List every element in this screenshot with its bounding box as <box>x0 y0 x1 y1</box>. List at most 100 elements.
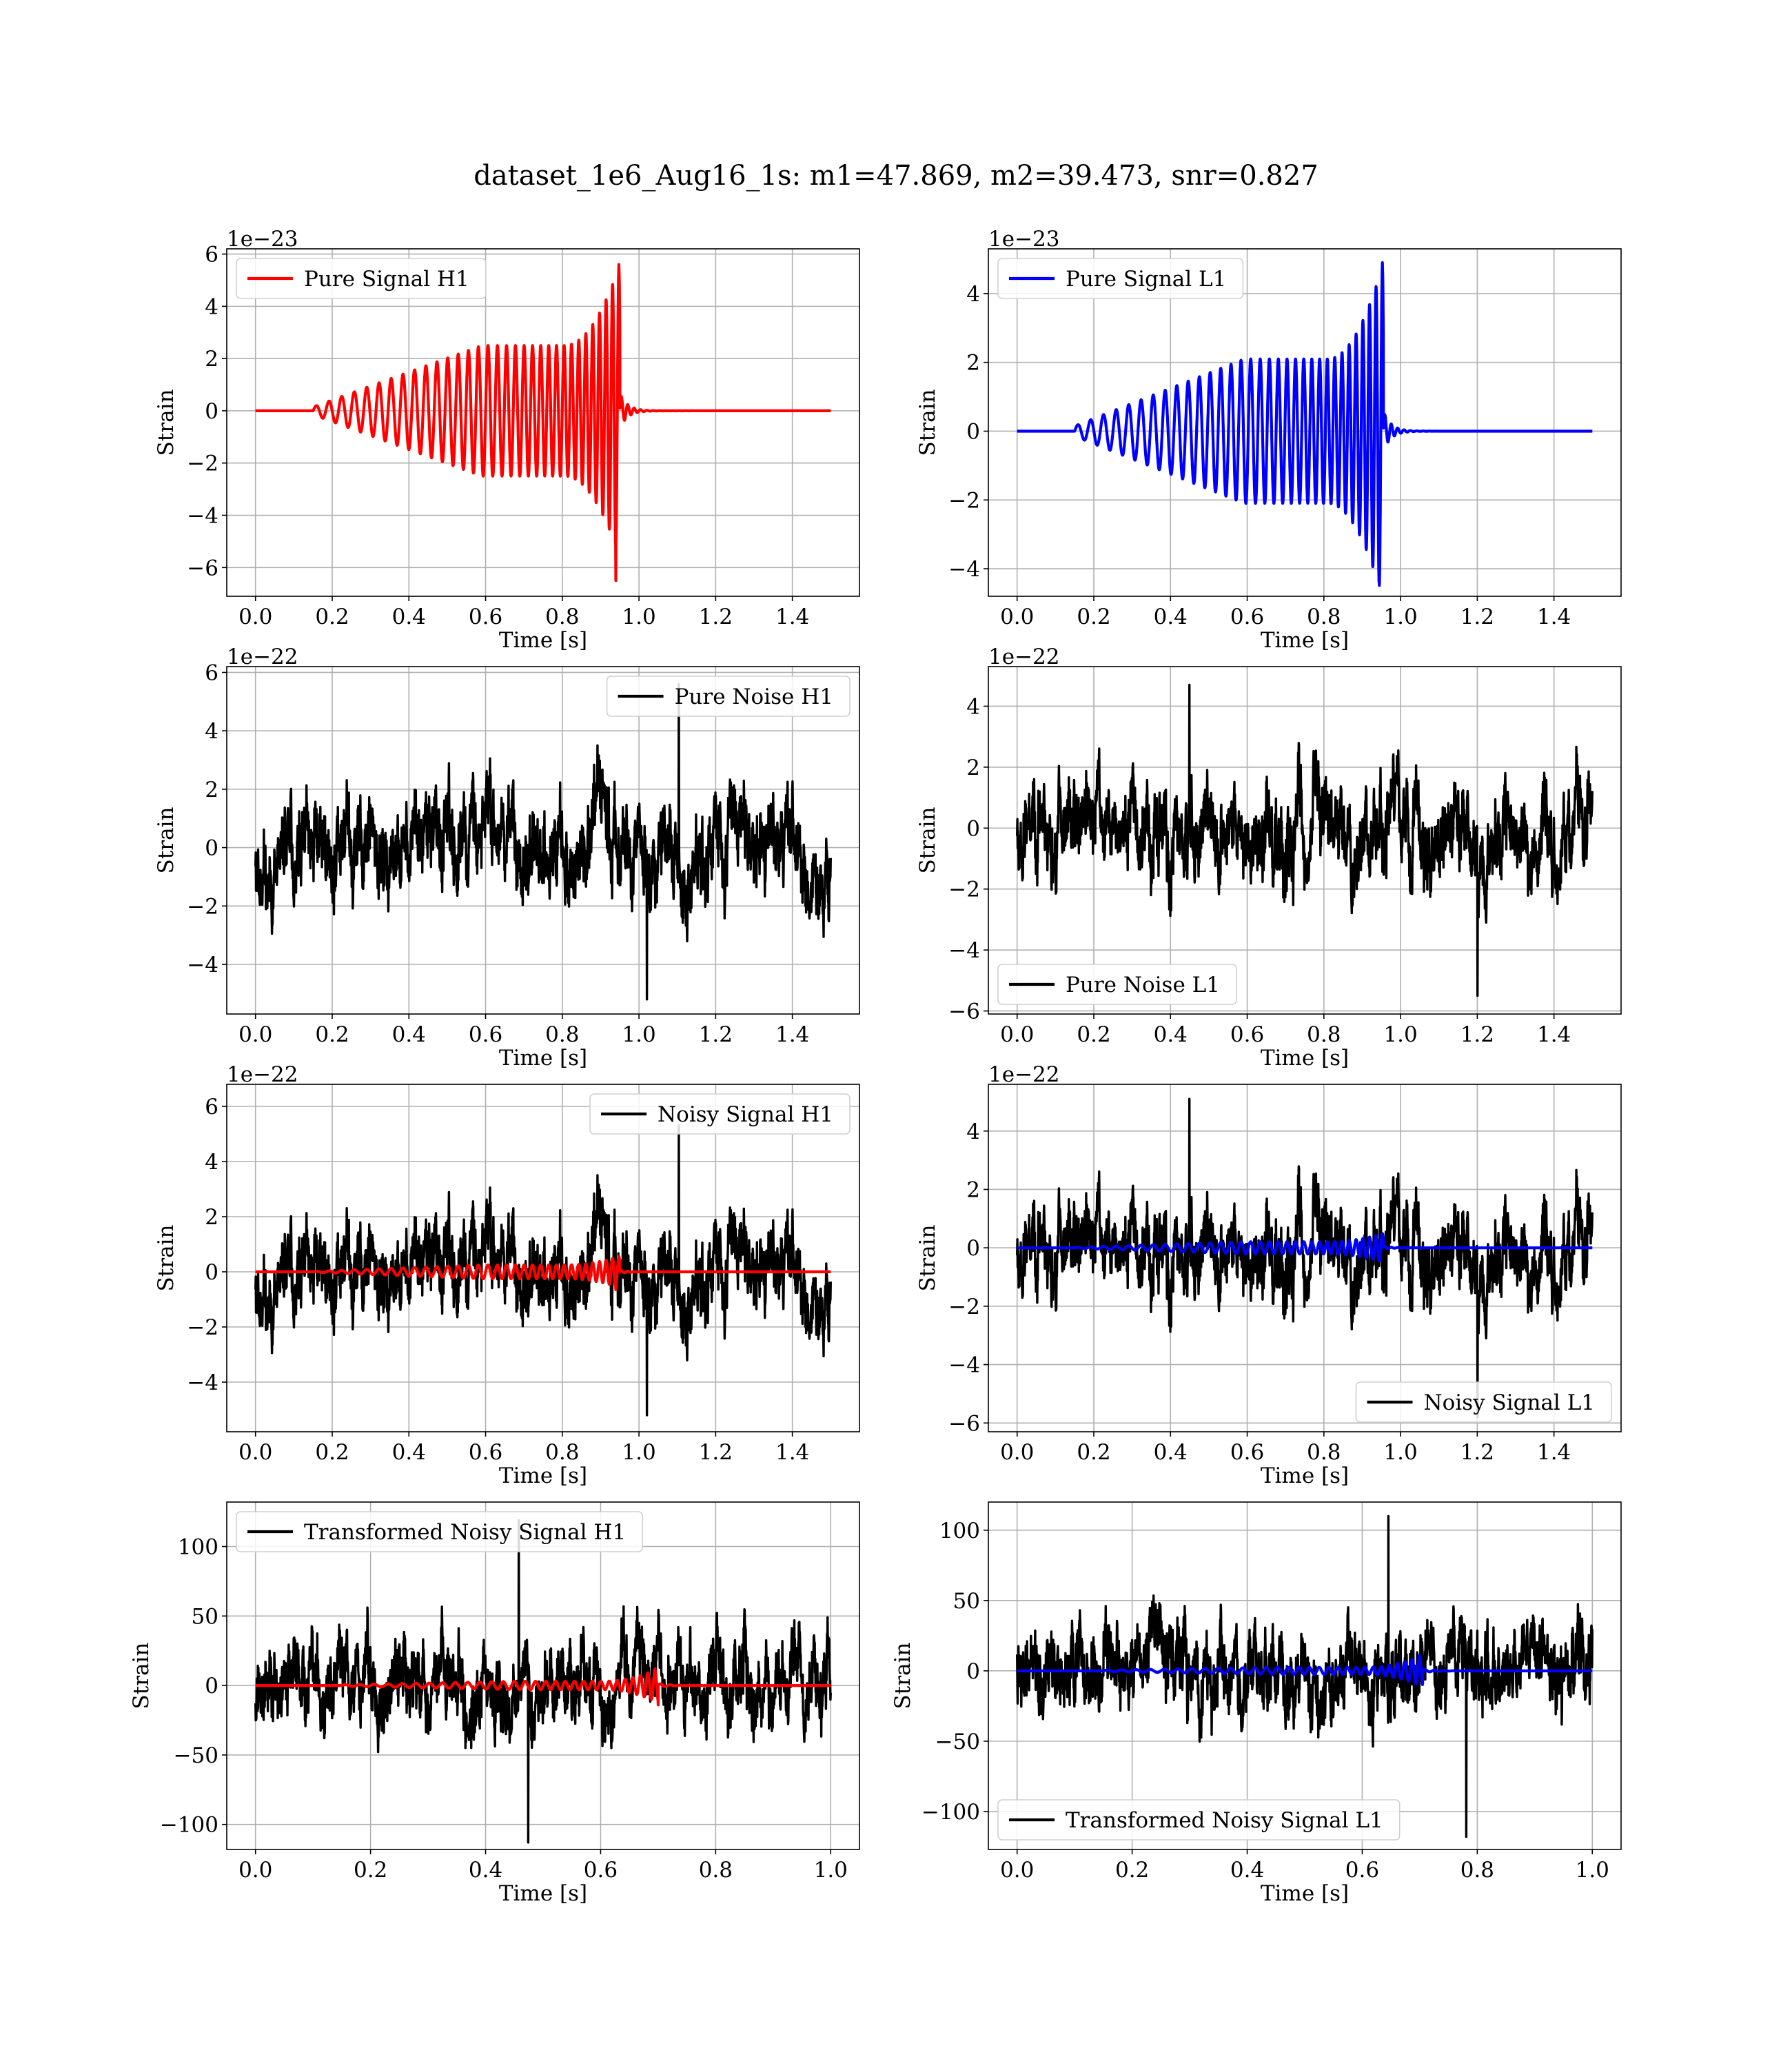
y-tick-label: −2 <box>948 1295 980 1319</box>
x-tick-label: 0.6 <box>469 1022 502 1047</box>
x-tick-label: 0.2 <box>354 1858 387 1883</box>
y-tick-label: −4 <box>187 504 218 529</box>
y-tick-label: −50 <box>174 1743 218 1768</box>
x-tick-label: 0.8 <box>1307 1440 1341 1465</box>
y-tick-label: 0 <box>966 1236 980 1261</box>
x-tick-label: 1.0 <box>1576 1858 1609 1883</box>
x-tick-label: 0.6 <box>1230 1440 1264 1465</box>
y-tick-label: −4 <box>948 938 980 963</box>
axes-frame <box>988 1501 1622 1850</box>
y-axis-label: Strain <box>154 807 179 874</box>
axes-frame <box>226 248 860 597</box>
y-tick-label: −2 <box>187 1315 218 1340</box>
axes-frame <box>988 1084 1622 1432</box>
y-tick-label: 0 <box>205 399 218 424</box>
x-axis-label: Time [s] <box>499 1463 587 1488</box>
y-tick-label: 6 <box>205 243 218 267</box>
x-tick-label: 0.2 <box>315 605 349 629</box>
x-tick-label: 1.4 <box>1537 605 1571 629</box>
legend: Noisy Signal L1 <box>1355 1381 1612 1423</box>
x-tick-label: 1.4 <box>775 605 809 629</box>
panel-h1-pure-signal: 0.0 0.2 0.4 0.6 0.8 1.0 1.2 1.4 −6 −4 −2 0 2 4 6 Time [… <box>154 227 860 653</box>
y-axis-label: Strain <box>915 1225 940 1292</box>
y-tick-label: −2 <box>948 878 980 902</box>
x-tick-label: 0.4 <box>392 1440 426 1465</box>
x-tick-label: 0.0 <box>238 1858 272 1883</box>
legend: Pure Noise L1 <box>997 964 1237 1005</box>
legend-box <box>236 1511 644 1552</box>
y-tick-label: 4 <box>205 1150 218 1175</box>
x-tick-label: 0.0 <box>1000 1440 1034 1465</box>
x-tick-label: 1.4 <box>775 1022 809 1047</box>
x-tick-label: 0.2 <box>1077 1440 1110 1465</box>
legend-label: Transformed Noisy Signal H1 <box>304 1520 626 1545</box>
y-tick-label: −6 <box>948 1411 980 1436</box>
y-tick-label: 2 <box>205 778 218 802</box>
legend: Pure Signal L1 <box>997 258 1244 299</box>
x-tick-label: 0.4 <box>392 605 426 629</box>
y-tick-label: −100 <box>922 1800 980 1825</box>
y-tick-label: −4 <box>948 1353 980 1378</box>
legend: Transformed Noisy Signal L1 <box>997 1799 1401 1841</box>
y-tick-label: 0 <box>966 1659 980 1684</box>
y-offset-label: 1e−23 <box>988 227 1060 252</box>
panel-h1-transformed: 0.0 0.2 0.4 0.6 0.8 1.0 −100 −50 0 50 100 Time [s] S… <box>129 1501 860 1906</box>
x-tick-label: 0.0 <box>1000 605 1034 629</box>
series-line-signal <box>254 263 833 582</box>
y-tick-label: 4 <box>966 1119 980 1144</box>
series-line-signal <box>1015 1232 1594 1263</box>
y-tick-label: 4 <box>205 719 218 744</box>
axes-frame <box>226 666 860 1015</box>
y-tick-label: 6 <box>205 1095 218 1119</box>
y-offset-label: 1e−22 <box>988 1062 1060 1087</box>
x-axis-label: Time [s] <box>1261 1046 1349 1071</box>
y-tick-label: −2 <box>187 894 218 919</box>
x-tick-label: 1.2 <box>699 1022 733 1047</box>
legend-label: Pure Signal L1 <box>1066 267 1226 292</box>
x-tick-label: 0.4 <box>1230 1858 1264 1883</box>
panel-l1-pure-noise: 0.0 0.2 0.4 0.6 0.8 1.0 1.2 1.4 −6 −4 −2 0 2 4 Time [s… <box>915 645 1622 1071</box>
legend-label: Pure Noise H1 <box>675 685 833 709</box>
x-tick-label: 0.2 <box>315 1440 349 1465</box>
y-axis-label: Strain <box>129 1643 154 1710</box>
series-line-noise <box>254 682 832 1001</box>
y-tick-label: −6 <box>948 1000 980 1024</box>
x-tick-label: 1.2 <box>1460 1440 1494 1465</box>
y-tick-label: 0 <box>205 1674 218 1699</box>
x-tick-label: 0.2 <box>1077 1022 1110 1047</box>
y-tick-label: −2 <box>948 488 980 513</box>
y-tick-label: 2 <box>205 347 218 372</box>
panel-l1-pure-signal: 0.0 0.2 0.4 0.6 0.8 1.0 1.2 1.4 −4 −2 0 2 4 Time [s] S… <box>915 227 1622 653</box>
series-line-noise <box>1016 683 1594 997</box>
x-axis-label: Time [s] <box>499 1046 587 1071</box>
legend-label: Noisy Signal H1 <box>658 1102 833 1127</box>
panel-l1-transformed: 0.0 0.2 0.4 0.6 0.8 1.0 −100 −50 0 50 100 Time [s] S… <box>890 1501 1622 1906</box>
y-offset-label: 1e−22 <box>988 645 1060 669</box>
series-line-signal <box>1015 1654 1594 1686</box>
y-tick-label: −100 <box>160 1813 218 1838</box>
y-tick-label: −4 <box>948 557 980 582</box>
x-tick-label: 1.4 <box>1537 1022 1571 1047</box>
x-tick-label: 0.0 <box>1000 1022 1034 1047</box>
panel-h1-noisy-signal: 0.0 0.2 0.4 0.6 0.8 1.0 1.2 1.4 −4 −2 0 2 4 6 Time [s]… <box>154 1062 860 1488</box>
y-axis-label: Strain <box>154 1225 179 1292</box>
legend: Transformed Noisy Signal H1 <box>236 1511 644 1552</box>
series-line-signal <box>254 1255 833 1292</box>
legend-label: Pure Signal H1 <box>304 267 469 292</box>
x-tick-label: 0.6 <box>1345 1858 1379 1883</box>
x-tick-label: 0.8 <box>699 1858 733 1883</box>
panel-h1-pure-noise: 0.0 0.2 0.4 0.6 0.8 1.0 1.2 1.4 −4 −2 0 2 4 6 Time [s]… <box>154 645 860 1071</box>
x-tick-label: 0.8 <box>545 1440 579 1465</box>
x-tick-label: 0.8 <box>545 605 579 629</box>
x-tick-label: 0.6 <box>469 1440 502 1465</box>
x-tick-label: 1.0 <box>1383 605 1417 629</box>
y-tick-label: −6 <box>187 556 218 580</box>
x-tick-label: 1.0 <box>814 1858 848 1883</box>
y-offset-label: 1e−23 <box>227 227 298 252</box>
x-tick-label: 1.0 <box>622 605 655 629</box>
series-line-noise <box>254 1519 832 1844</box>
x-tick-label: 0.6 <box>1230 1022 1264 1047</box>
y-tick-label: 4 <box>966 694 980 719</box>
x-axis-label: Time [s] <box>499 1881 587 1906</box>
